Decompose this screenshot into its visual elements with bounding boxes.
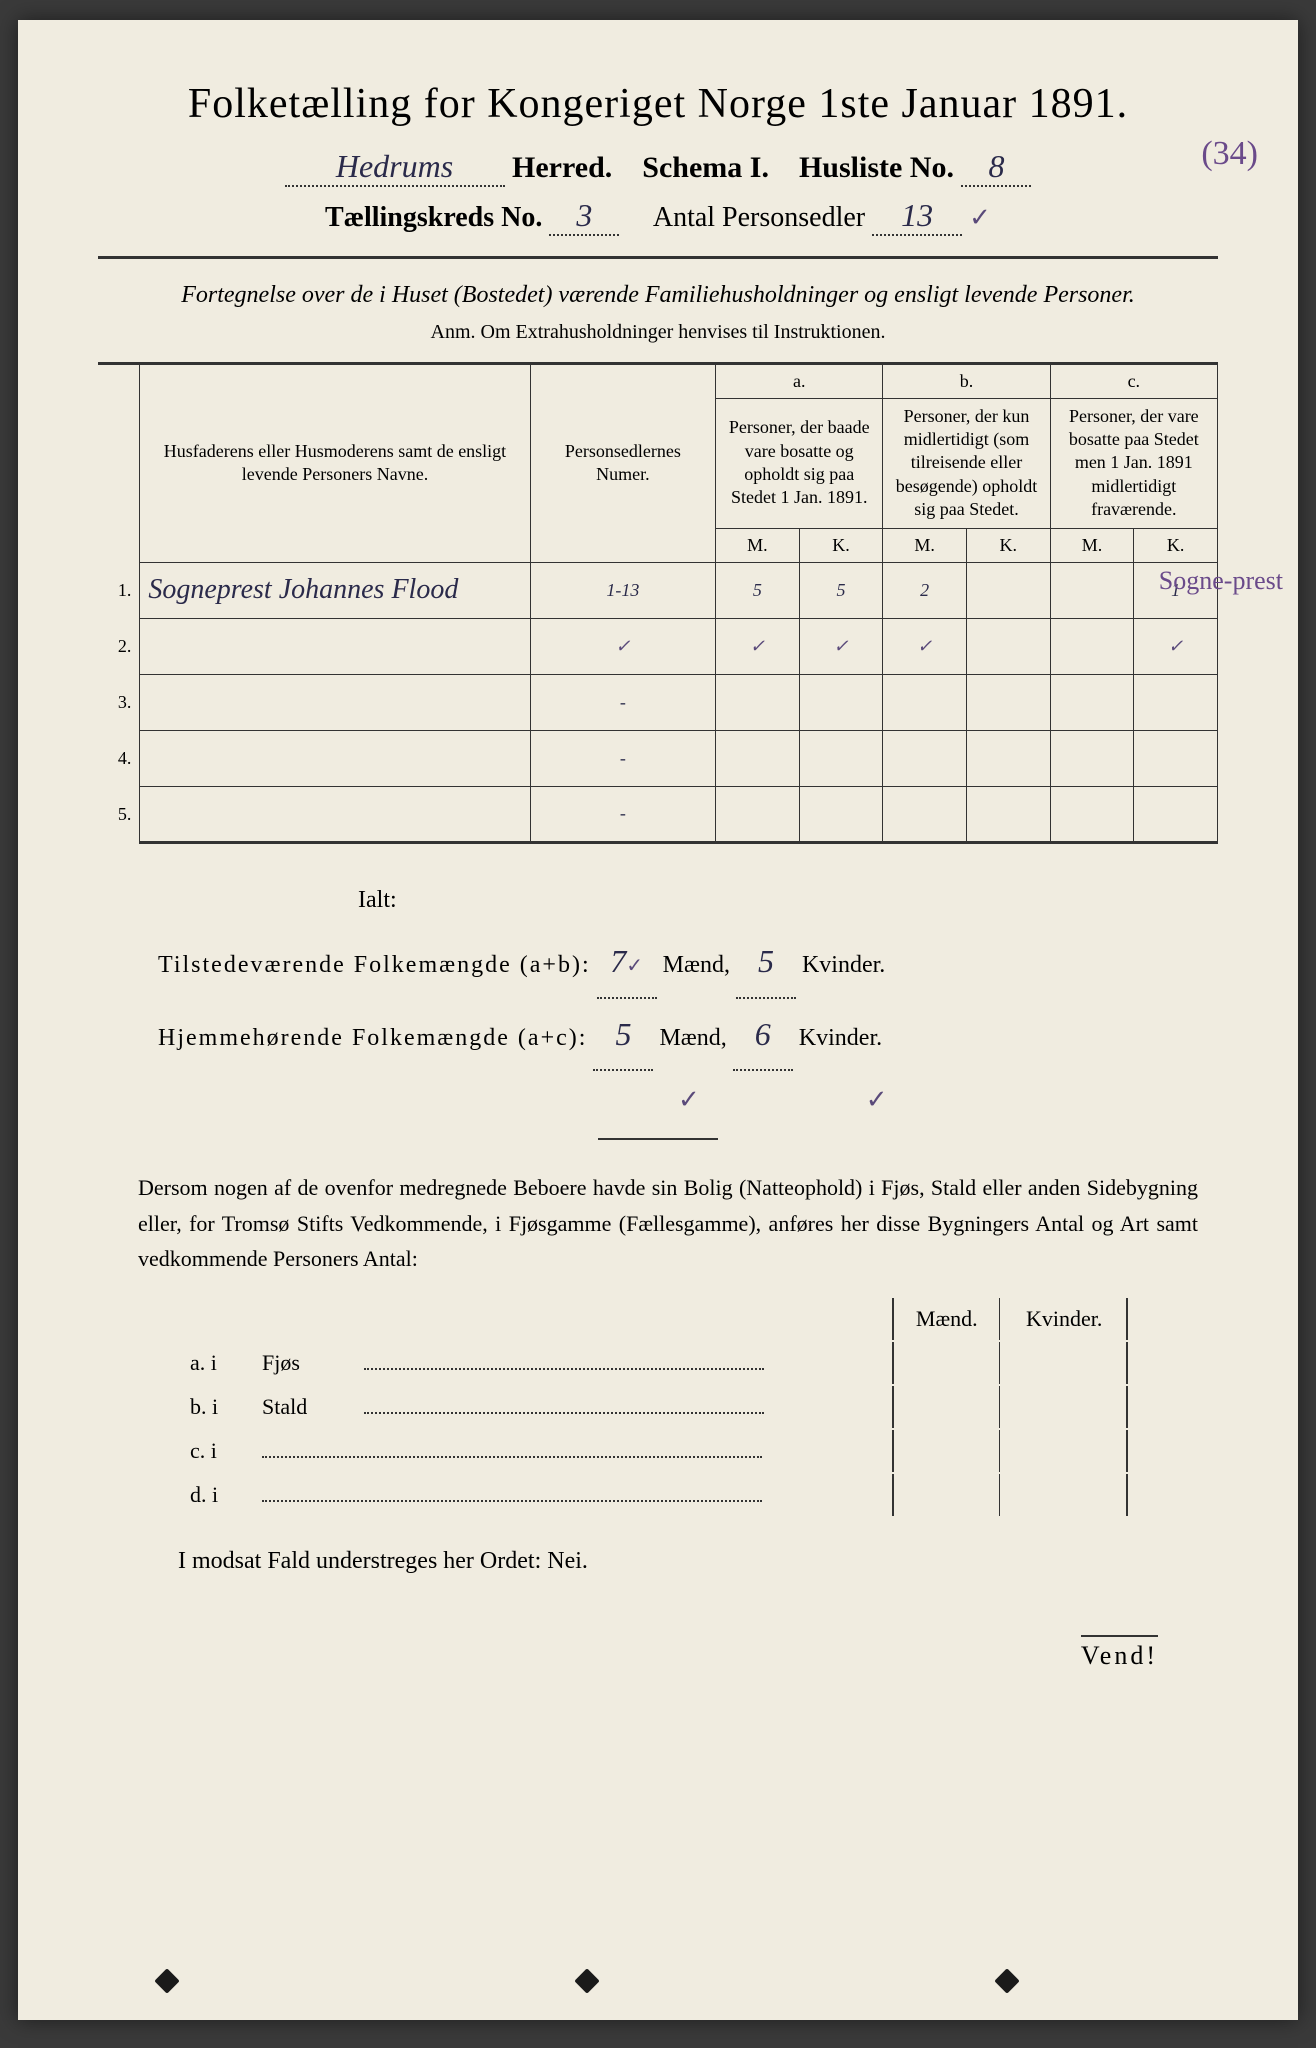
side-kvinder: Kvinder. — [1002, 1298, 1128, 1340]
side-a-label: Fjøs — [252, 1342, 352, 1384]
herred-value: Hedrums — [336, 148, 453, 184]
col-c-m: M. — [1050, 528, 1134, 562]
row-bm: 2 — [883, 562, 967, 618]
col-b-k: K. — [966, 528, 1050, 562]
col-b-desc: Personer, der kun midlertidigt (som tilr… — [883, 398, 1050, 528]
antal-label: Antal Personsedler — [653, 202, 865, 233]
col-a-m: M. — [716, 528, 800, 562]
divider — [98, 256, 1218, 259]
subtitle: Fortegnelse over de i Huset (Bostedet) v… — [98, 279, 1218, 313]
header-line-2: Tællingskreds No. 3 Antal Personsedler 1… — [98, 197, 1218, 236]
side-b: b. i — [180, 1386, 250, 1428]
col-a-k: K. — [799, 528, 883, 562]
col-a-desc: Personer, der baade vare bosatte og opho… — [716, 398, 883, 528]
hjemme-label: Hjemmehørende Folkemængde (a+c): — [158, 1025, 587, 1051]
col-b-m: M. — [883, 528, 967, 562]
husliste-margin-note: (34) — [1201, 135, 1258, 173]
col-c-k: K. — [1134, 528, 1218, 562]
row-name: Sogneprest Johannes Flood — [148, 574, 458, 605]
hjemme-m: 5 — [615, 1016, 631, 1052]
check-k: ✓ — [866, 1085, 888, 1114]
kvinder-label: Kvinder. — [802, 952, 885, 978]
table-row: 2. ✓ ✓ ✓ ✓ ✓ — [98, 618, 1218, 674]
row-cm — [1050, 562, 1134, 618]
kreds-label: Tællingskreds No. — [325, 202, 542, 233]
side-b-label: Stald — [252, 1386, 352, 1428]
hjemme-k: 6 — [755, 1016, 771, 1052]
row-am: 5 — [716, 562, 800, 618]
col-c-label: c. — [1050, 363, 1217, 398]
paragraph: Dersom nogen af de ovenfor medregnede Be… — [138, 1170, 1198, 1276]
punch-hole-icon — [154, 1968, 179, 1993]
side-c: c. i — [180, 1430, 250, 1472]
row-numer: 1-13 — [530, 562, 715, 618]
husliste-value: 8 — [988, 148, 1004, 184]
census-form-page: Folketælling for Kongeriget Norge 1ste J… — [18, 20, 1298, 2020]
side-d: d. i — [180, 1474, 250, 1516]
tilstede-k: 5 — [758, 943, 774, 979]
check-m: ✓ — [678, 1085, 700, 1114]
ialt-label: Ialt: — [358, 874, 1158, 927]
table-row: 4. - — [98, 730, 1218, 786]
col-name: Husfaderens eller Husmoderens samt de en… — [140, 363, 530, 562]
col-a-label: a. — [716, 363, 883, 398]
table-row: 1. Sogneprest Johannes Flood 1-13 5 5 2 … — [98, 562, 1218, 618]
tilstede-label: Tilstedeværende Folkemængde (a+b): — [158, 952, 591, 978]
table-row: 5. - — [98, 786, 1218, 842]
side-maend: Mænd. — [892, 1298, 1000, 1340]
building-table: Mænd. Kvinder. a. i Fjøs b. i Stald c. i… — [178, 1296, 1130, 1518]
nei-line: I modsat Fald understreges her Ordet: Ne… — [178, 1548, 1178, 1575]
col-numer: Personsedlernes Numer. — [530, 363, 715, 562]
anm-note: Anm. Om Extrahusholdninger henvises til … — [98, 321, 1218, 344]
herred-label: Herred. — [512, 151, 612, 184]
punch-hole-icon — [574, 1968, 599, 1993]
side-a: a. i — [180, 1342, 250, 1384]
row-ak: 5 — [799, 562, 883, 618]
col-c-desc: Personer, der vare bosatte paa Stedet me… — [1050, 398, 1217, 528]
antal-value: 13 — [901, 197, 933, 233]
header-line-1: Hedrums Herred. Schema I. Husliste No. 8… — [98, 148, 1218, 187]
punch-hole-icon — [994, 1968, 1019, 1993]
row-margin-note: Sogne-prest — [1159, 565, 1283, 596]
col-b-label: b. — [883, 363, 1050, 398]
vend-label: Vend! — [1081, 1635, 1158, 1671]
schema-label: Schema I. — [642, 151, 769, 184]
page-title: Folketælling for Kongeriget Norge 1ste J… — [98, 80, 1218, 128]
husliste-label: Husliste No. — [799, 151, 954, 184]
household-table: Husfaderens eller Husmoderens samt de en… — [98, 362, 1218, 844]
table-row: 3. - — [98, 674, 1218, 730]
row-bk — [966, 562, 1050, 618]
maend-label: Mænd, — [663, 952, 730, 978]
tilstede-m: 7 — [610, 943, 626, 979]
totals-section: Ialt: Tilstedeværende Folkemængde (a+b):… — [158, 874, 1158, 1141]
antal-check: ✓ — [969, 203, 991, 232]
kreds-value: 3 — [576, 197, 592, 233]
totals-divider — [598, 1138, 718, 1140]
